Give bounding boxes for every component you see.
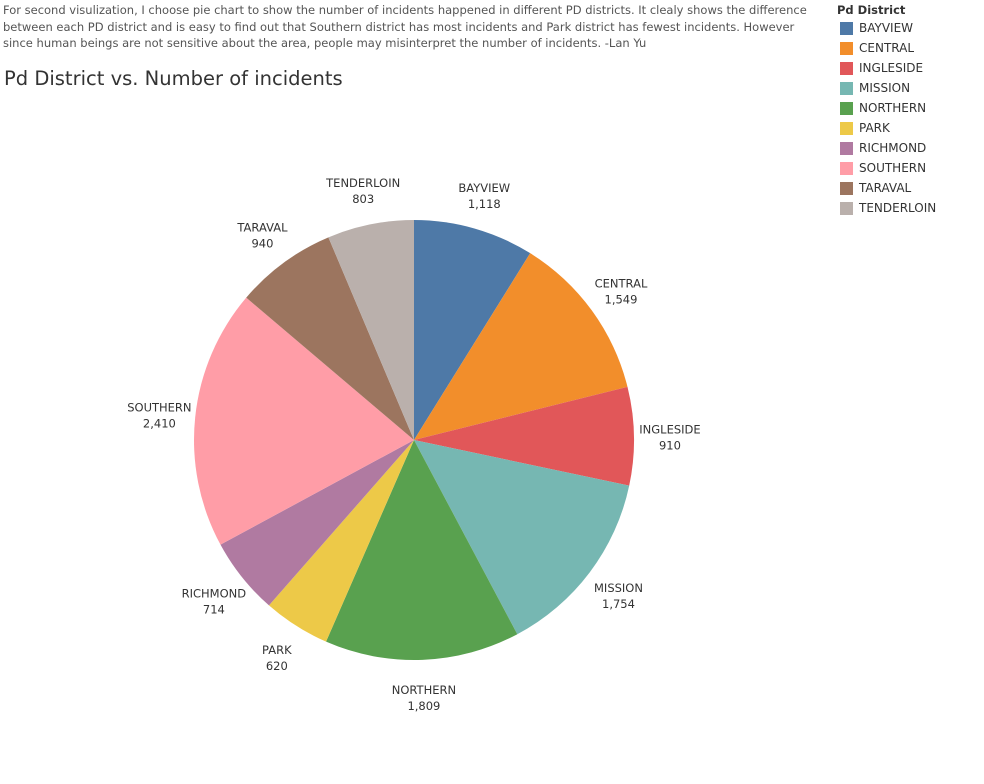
pie-slice-tenderloin[interactable] xyxy=(328,220,414,440)
pie-label-name: INGLESIDE xyxy=(639,423,700,437)
legend-item-northern[interactable]: NORTHERN xyxy=(837,98,977,118)
legend-label: RICHMOND xyxy=(859,141,927,155)
legend-title: Pd District xyxy=(837,3,906,17)
pie-label-name: TENDERLOIN xyxy=(325,176,400,190)
pie-label-mission: MISSION 1,754 xyxy=(594,581,643,611)
legend-swatch xyxy=(840,181,853,195)
chart-caption: For second visulization, I choose pie ch… xyxy=(3,3,807,50)
pie-label-value: 1,118 xyxy=(468,197,501,211)
legend-label: TENDERLOIN xyxy=(859,201,937,215)
legend-swatch xyxy=(840,121,853,135)
legend-label: INGLESIDE xyxy=(859,61,924,75)
pie-label-bayview: BAYVIEW 1,118 xyxy=(458,181,510,211)
pie-label-park: PARK 620 xyxy=(262,643,292,673)
legend-swatch xyxy=(840,21,853,35)
pie-label-value: 803 xyxy=(352,192,374,206)
pie-label-richmond: RICHMOND 714 xyxy=(182,587,247,617)
legend-swatch xyxy=(840,81,853,95)
legend-item-park[interactable]: PARK xyxy=(837,118,977,138)
pie-label-value: 910 xyxy=(659,439,681,453)
legend-label: SOUTHERN xyxy=(859,161,927,175)
legend-swatch xyxy=(840,101,853,115)
legend-item-southern[interactable]: SOUTHERN xyxy=(837,158,977,178)
pie-slice-park[interactable] xyxy=(268,440,414,642)
legend-item-central[interactable]: CENTRAL xyxy=(837,38,977,58)
legend-items: BAYVIEW CENTRAL INGLESIDE MISSION NORTHERN PA… xyxy=(837,18,977,218)
pie-slice-central[interactable] xyxy=(414,253,628,440)
pie-label-name: SOUTHERN xyxy=(127,400,191,414)
pie-label-name: BAYVIEW xyxy=(458,181,510,195)
legend-swatch xyxy=(840,161,853,175)
legend-item-taraval[interactable]: TARAVAL xyxy=(837,178,977,198)
legend-swatch xyxy=(840,201,853,215)
pie-slice-northern[interactable] xyxy=(326,440,518,660)
pie-label-name: PARK xyxy=(262,643,292,657)
legend-swatch xyxy=(840,61,853,75)
pie-label-name: CENTRAL xyxy=(595,276,648,290)
pie-slice-richmond[interactable] xyxy=(220,440,414,606)
pie-labels: BAYVIEW 1,118 CENTRAL 1,549 INGLESIDE 910 MISS… xyxy=(127,176,700,713)
chart-title: Pd District vs. Number of incidents xyxy=(4,67,343,90)
pie-label-value: 1,754 xyxy=(602,597,635,611)
legend-item-mission[interactable]: MISSION xyxy=(837,78,977,98)
pie-label-ingleside: INGLESIDE 910 xyxy=(639,423,700,453)
pie-slice-southern[interactable] xyxy=(193,297,414,545)
legend: Pd District BAYVIEW CENTRAL INGLESIDE MISSI… xyxy=(837,2,977,218)
pie-label-value: 2,410 xyxy=(143,416,176,430)
pie-label-name: RICHMOND xyxy=(182,587,247,601)
pie-label-name: MISSION xyxy=(594,581,643,595)
pie-slice-bayview[interactable] xyxy=(414,220,531,440)
pie-label-southern: SOUTHERN 2,410 xyxy=(127,400,191,430)
legend-item-tenderloin[interactable]: TENDERLOIN xyxy=(837,198,977,218)
pie-label-value: 940 xyxy=(251,237,273,251)
pie-label-taraval: TARAVAL 940 xyxy=(236,221,288,251)
pie-slices xyxy=(193,220,634,660)
pie-label-name: TARAVAL xyxy=(236,221,288,235)
legend-label: MISSION xyxy=(859,81,911,95)
legend-item-bayview[interactable]: BAYVIEW xyxy=(837,18,977,38)
legend-label: PARK xyxy=(859,121,890,135)
pie-label-value: 1,549 xyxy=(605,292,638,306)
pie-label-northern: NORTHERN 1,809 xyxy=(392,683,456,713)
pie-slice-mission[interactable] xyxy=(414,440,630,635)
pie-label-tenderloin: TENDERLOIN 803 xyxy=(325,176,400,206)
pie-slice-taraval[interactable] xyxy=(246,237,414,440)
legend-label: TARAVAL xyxy=(859,181,912,195)
pie-label-value: 620 xyxy=(266,659,288,673)
legend-item-ingleside[interactable]: INGLESIDE xyxy=(837,58,977,78)
legend-label: NORTHERN xyxy=(859,101,927,115)
legend-item-richmond[interactable]: RICHMOND xyxy=(837,138,977,158)
pie-label-value: 1,809 xyxy=(407,699,440,713)
legend-swatch xyxy=(840,41,853,55)
pie-slice-ingleside[interactable] xyxy=(414,386,634,486)
pie-label-name: NORTHERN xyxy=(392,683,456,697)
legend-label: BAYVIEW xyxy=(859,21,914,35)
pie-label-central: CENTRAL 1,549 xyxy=(595,276,648,306)
pie-label-value: 714 xyxy=(203,603,225,617)
legend-swatch xyxy=(840,141,853,155)
legend-label: CENTRAL xyxy=(859,41,915,55)
